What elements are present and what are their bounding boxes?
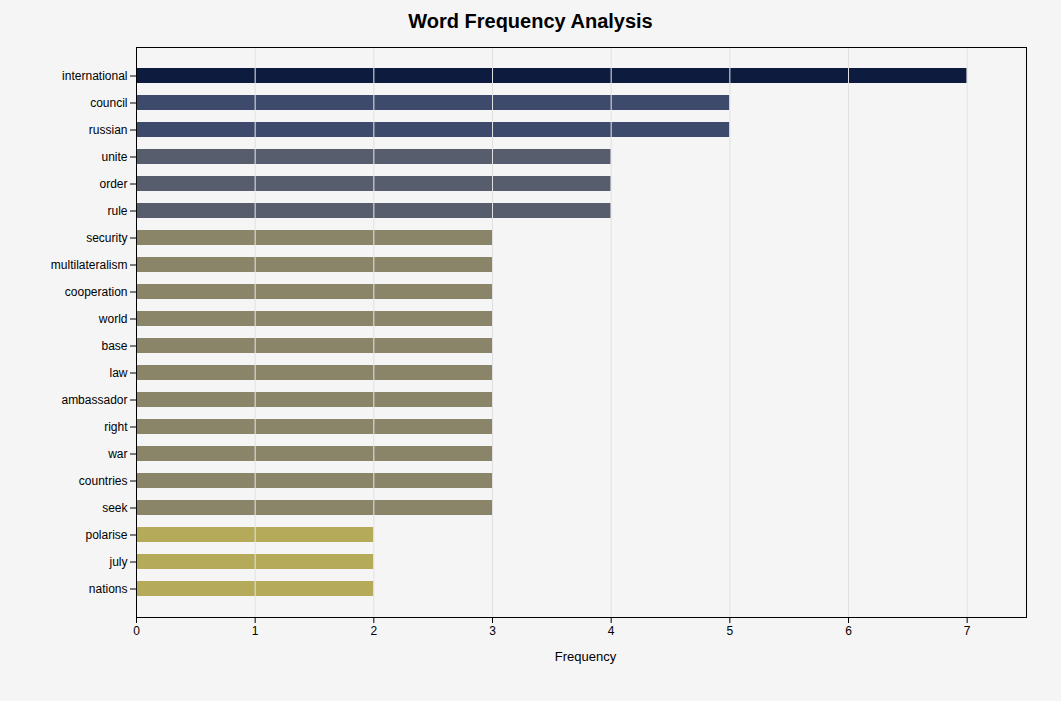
svg-text:rule: rule: [107, 204, 127, 218]
svg-text:countries: countries: [78, 474, 127, 488]
svg-text:international: international: [62, 69, 127, 83]
html-text:Frequency: Frequency: [554, 649, 617, 664]
svg-text:0: 0: [133, 624, 140, 638]
svg-text:3: 3: [489, 624, 496, 638]
svg-text:7: 7: [963, 624, 970, 638]
svg-text:multilateralism: multilateralism: [50, 258, 127, 272]
svg-text:council: council: [90, 96, 127, 110]
svg-text:6: 6: [845, 624, 852, 638]
svg-text:ambassador: ambassador: [61, 393, 127, 407]
svg-text:base: base: [101, 339, 127, 353]
svg-text:july: july: [108, 555, 127, 569]
svg-text:world: world: [97, 312, 127, 326]
svg-text:war: war: [107, 447, 127, 461]
svg-text:cooperation: cooperation: [64, 285, 127, 299]
svg-text:polarise: polarise: [85, 528, 127, 542]
svg-text:4: 4: [607, 624, 614, 638]
svg-text:seek: seek: [102, 501, 128, 515]
svg-text:5: 5: [726, 624, 733, 638]
svg-text:nations: nations: [88, 582, 127, 596]
svg-text:right: right: [104, 420, 128, 434]
svg-text:russian: russian: [88, 123, 127, 137]
svg-text:order: order: [99, 177, 127, 191]
svg-text:security: security: [86, 231, 127, 245]
svg-text:law: law: [109, 366, 127, 380]
html-text:Word Frequency Analysis: Word Frequency Analysis: [408, 10, 653, 32]
svg-text:2: 2: [370, 624, 377, 638]
svg-text:unite: unite: [101, 150, 127, 164]
svg-text:1: 1: [251, 624, 258, 638]
